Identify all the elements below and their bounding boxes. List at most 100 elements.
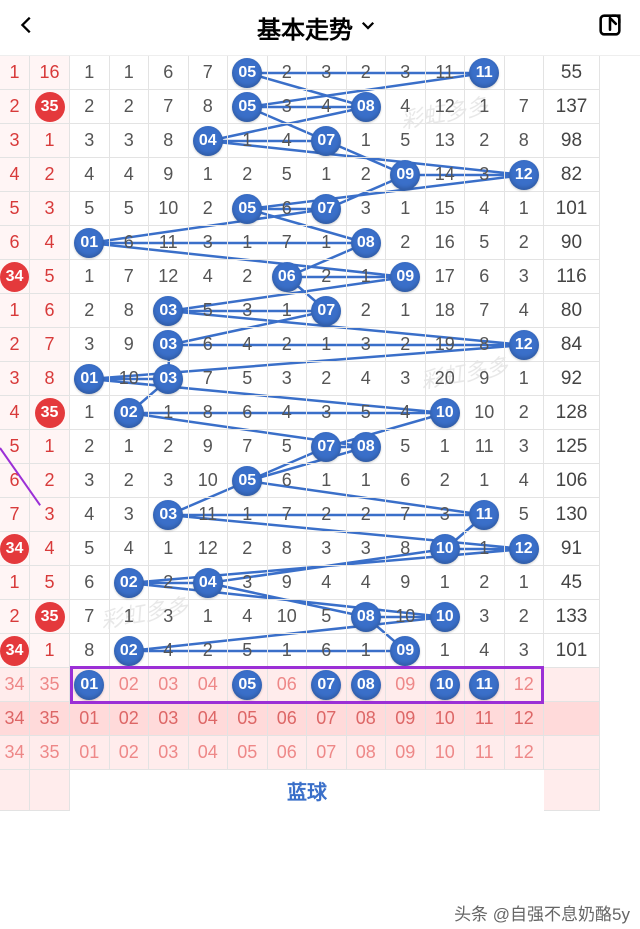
row-key: 1 [30,430,70,464]
trend-cell: 4 [228,600,268,634]
trend-cell: 7 [189,56,229,90]
trend-cell: 09 [386,634,426,668]
table-row: 34180242516109143101 [0,634,640,668]
trend-cell: 10 [386,600,426,634]
row-index: 3 [0,124,30,158]
trend-cell: 1 [110,430,150,464]
row-key: 35 [30,90,70,124]
blue-ball: 08 [351,92,381,122]
trend-cell: 02 [110,566,150,600]
row-index: 5 [0,192,30,226]
row-sum: 90 [544,226,600,260]
trend-cell: 3 [70,124,110,158]
trend-cell: 04 [189,736,229,770]
row-key: 2 [30,158,70,192]
trend-cell: 11 [465,430,505,464]
row-sum: 82 [544,158,600,192]
trend-cell: 4 [505,294,545,328]
trend-cell: 03 [149,702,189,736]
trend-cell: 2 [228,260,268,294]
trend-cell: 08 [347,736,387,770]
trend-cell: 1 [149,396,189,430]
blue-ball: 11 [469,500,499,530]
row-key: 35 [30,600,70,634]
trend-cell: 07 [307,430,347,464]
trend-cell: 12 [189,532,229,566]
blue-ball: 09 [390,160,420,190]
trend-cell: 09 [386,702,426,736]
row-sum: 137 [544,90,600,124]
table-row: 73430311172273115130 [0,498,640,532]
trend-cell: 9 [386,566,426,600]
trend-cell: 6 [268,464,308,498]
trend-cell: 12 [426,90,466,124]
trend-cell: 4 [386,396,426,430]
blue-ball: 05 [232,466,262,496]
row-sum [544,736,600,770]
row-key: 8 [30,362,70,396]
trend-cell: 4 [70,498,110,532]
trend-cell: 1 [307,328,347,362]
trend-cell: 9 [149,158,189,192]
trend-cell: 3 [228,566,268,600]
row-key: 4 [30,532,70,566]
row-index: 6 [0,226,30,260]
blue-ball: 10 [430,398,460,428]
trend-cell: 7 [386,498,426,532]
trend-cell: 7 [268,498,308,532]
trend-cell: 4 [347,566,387,600]
row-sum: 55 [544,56,600,90]
trend-cell: 7 [149,90,189,124]
trend-cell: 2 [386,226,426,260]
trend-cell: 1 [307,226,347,260]
trend-cell: 5 [505,498,545,532]
trend-cell: 1 [228,498,268,532]
row-key: 35 [30,702,70,736]
trend-cell: 3 [347,532,387,566]
trend-cell: 05 [228,464,268,498]
trend-cell: 3 [386,56,426,90]
blue-ball: 03 [153,364,183,394]
share-icon[interactable] [596,11,624,44]
trend-cell: 6 [465,260,505,294]
row-key: 5 [30,260,70,294]
row-key: 1 [30,124,70,158]
row-index: 34 [0,736,30,770]
trend-cell: 10 [189,464,229,498]
trend-cell: 3 [307,56,347,90]
row-index: 7 [0,498,30,532]
trend-cell: 3 [228,294,268,328]
trend-cell: 2 [228,158,268,192]
trend-cell: 2 [70,294,110,328]
row-key: 35 [30,736,70,770]
trend-cell: 11 [426,56,466,90]
trend-cell: 2 [347,158,387,192]
page-title[interactable]: 基本走势 [257,10,377,45]
row-key: 35 [30,396,70,430]
row-sum [544,702,600,736]
trend-cell: 13 [426,124,466,158]
trend-cell: 4 [465,634,505,668]
trend-cell: 02 [110,396,150,430]
back-icon[interactable] [16,14,38,41]
trend-cell: 17 [426,260,466,294]
table-row: 2739036421321981284 [0,328,640,362]
table-row: 2357131410508101032133 [0,600,640,634]
trend-cell: 7 [110,260,150,294]
trend-cell: 2 [307,498,347,532]
blue-ball: 02 [114,636,144,666]
trend-cell: 7 [228,430,268,464]
trend-cell: 1 [110,600,150,634]
trend-cell: 3 [268,90,308,124]
trend-cell: 8 [149,124,189,158]
trend-cell: 11 [465,56,505,90]
trend-cell: 8 [505,124,545,158]
trend-cell: 4 [505,464,545,498]
row-sum: 98 [544,124,600,158]
trend-cell: 08 [347,90,387,124]
trend-cell: 1 [347,260,387,294]
row-sum: 133 [544,600,600,634]
trend-cell: 7 [465,294,505,328]
trend-cell: 1 [465,90,505,124]
table-row: 1161167052323111155 [0,56,640,90]
